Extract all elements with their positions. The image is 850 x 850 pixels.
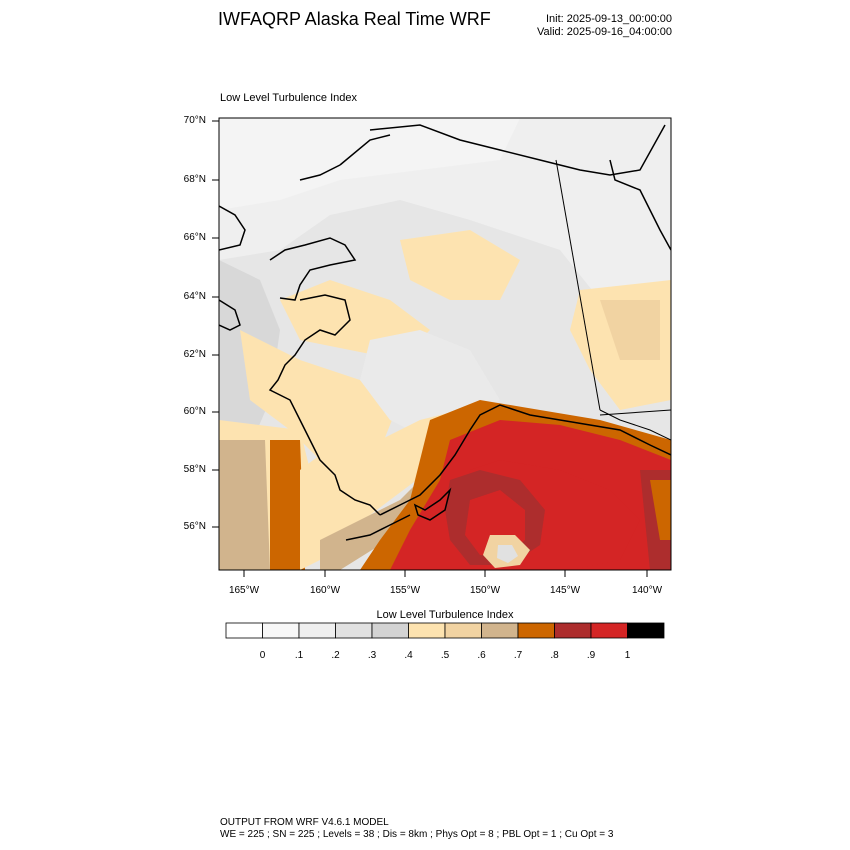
colorbar-box bbox=[590, 622, 628, 639]
colorbar-box bbox=[408, 622, 446, 639]
lon-tick-label: 155°W bbox=[389, 585, 421, 596]
turbulence-field bbox=[219, 118, 671, 570]
colorbar-label: .7 bbox=[513, 650, 523, 661]
lat-tick-label: 64°N bbox=[183, 291, 206, 302]
lat-tick-label: 60°N bbox=[183, 406, 206, 417]
colorbar-box bbox=[627, 622, 665, 639]
lon-tick-label: 165°W bbox=[228, 585, 260, 596]
colorbar-box bbox=[262, 622, 300, 639]
colorbar-label: .6 bbox=[477, 650, 486, 661]
lon-tick-label: 160°W bbox=[309, 585, 341, 596]
colorbar-label: .1 bbox=[294, 650, 304, 661]
colorbar-box bbox=[517, 622, 555, 639]
colorbar-label: 1 bbox=[624, 650, 631, 661]
field-label: Low Level Turbulence Index bbox=[220, 92, 357, 104]
lon-tick-label: 145°W bbox=[549, 585, 581, 596]
lat-tick-label: 68°N bbox=[183, 174, 206, 185]
init-time: Init: 2025-09-13_00:00:00 bbox=[546, 13, 672, 25]
lat-tick-label: 62°N bbox=[183, 349, 206, 360]
page-title: IWFAQRP Alaska Real Time WRF bbox=[218, 9, 491, 29]
colorbar-box bbox=[371, 622, 409, 639]
colorbar-box bbox=[225, 622, 263, 639]
init-valid-times: Init: 2025-09-13_00:00:00 Valid: 2025-09… bbox=[486, 13, 672, 39]
colorbar-box bbox=[481, 622, 519, 639]
lon-tick-label: 150°W bbox=[469, 585, 501, 596]
colorbar-title: Low Level Turbulence Index bbox=[376, 609, 514, 621]
lat-tick-label: 70°N bbox=[183, 115, 206, 126]
lon-tick-marks bbox=[243, 570, 648, 577]
lon-tick-label: 140°W bbox=[631, 585, 663, 596]
colorbar-box bbox=[554, 622, 592, 639]
colorbar-box bbox=[335, 622, 373, 639]
footer-line-1: OUTPUT FROM WRF V4.6.1 MODEL bbox=[220, 817, 389, 828]
colorbar-label: .2 bbox=[331, 650, 340, 661]
colorbar-label: 0 bbox=[259, 650, 266, 661]
borders bbox=[555, 159, 671, 441]
colorbar-label: .9 bbox=[586, 650, 596, 661]
colorbar-label: .8 bbox=[550, 650, 559, 661]
footer-line-2: WE = 225 ; SN = 225 ; Levels = 38 ; Dis … bbox=[220, 829, 614, 840]
lat-tick-marks bbox=[212, 120, 219, 528]
colorbar-box bbox=[444, 622, 482, 639]
lat-tick-label: 66°N bbox=[183, 232, 206, 243]
valid-time: Valid: 2025-09-16_04:00:00 bbox=[537, 26, 672, 38]
colorbar bbox=[225, 622, 665, 639]
colorbar-label: .5 bbox=[440, 650, 450, 661]
colorbar-box bbox=[298, 622, 336, 639]
colorbar-label: .3 bbox=[367, 650, 377, 661]
colorbar-label: .4 bbox=[404, 650, 413, 661]
lat-tick-label: 58°N bbox=[183, 464, 206, 475]
lat-tick-label: 56°N bbox=[183, 521, 206, 532]
model-info-footer: OUTPUT FROM WRF V4.6.1 MODEL WE = 225 ; … bbox=[220, 817, 613, 841]
coastlines bbox=[219, 124, 671, 541]
map-frame bbox=[218, 117, 672, 571]
